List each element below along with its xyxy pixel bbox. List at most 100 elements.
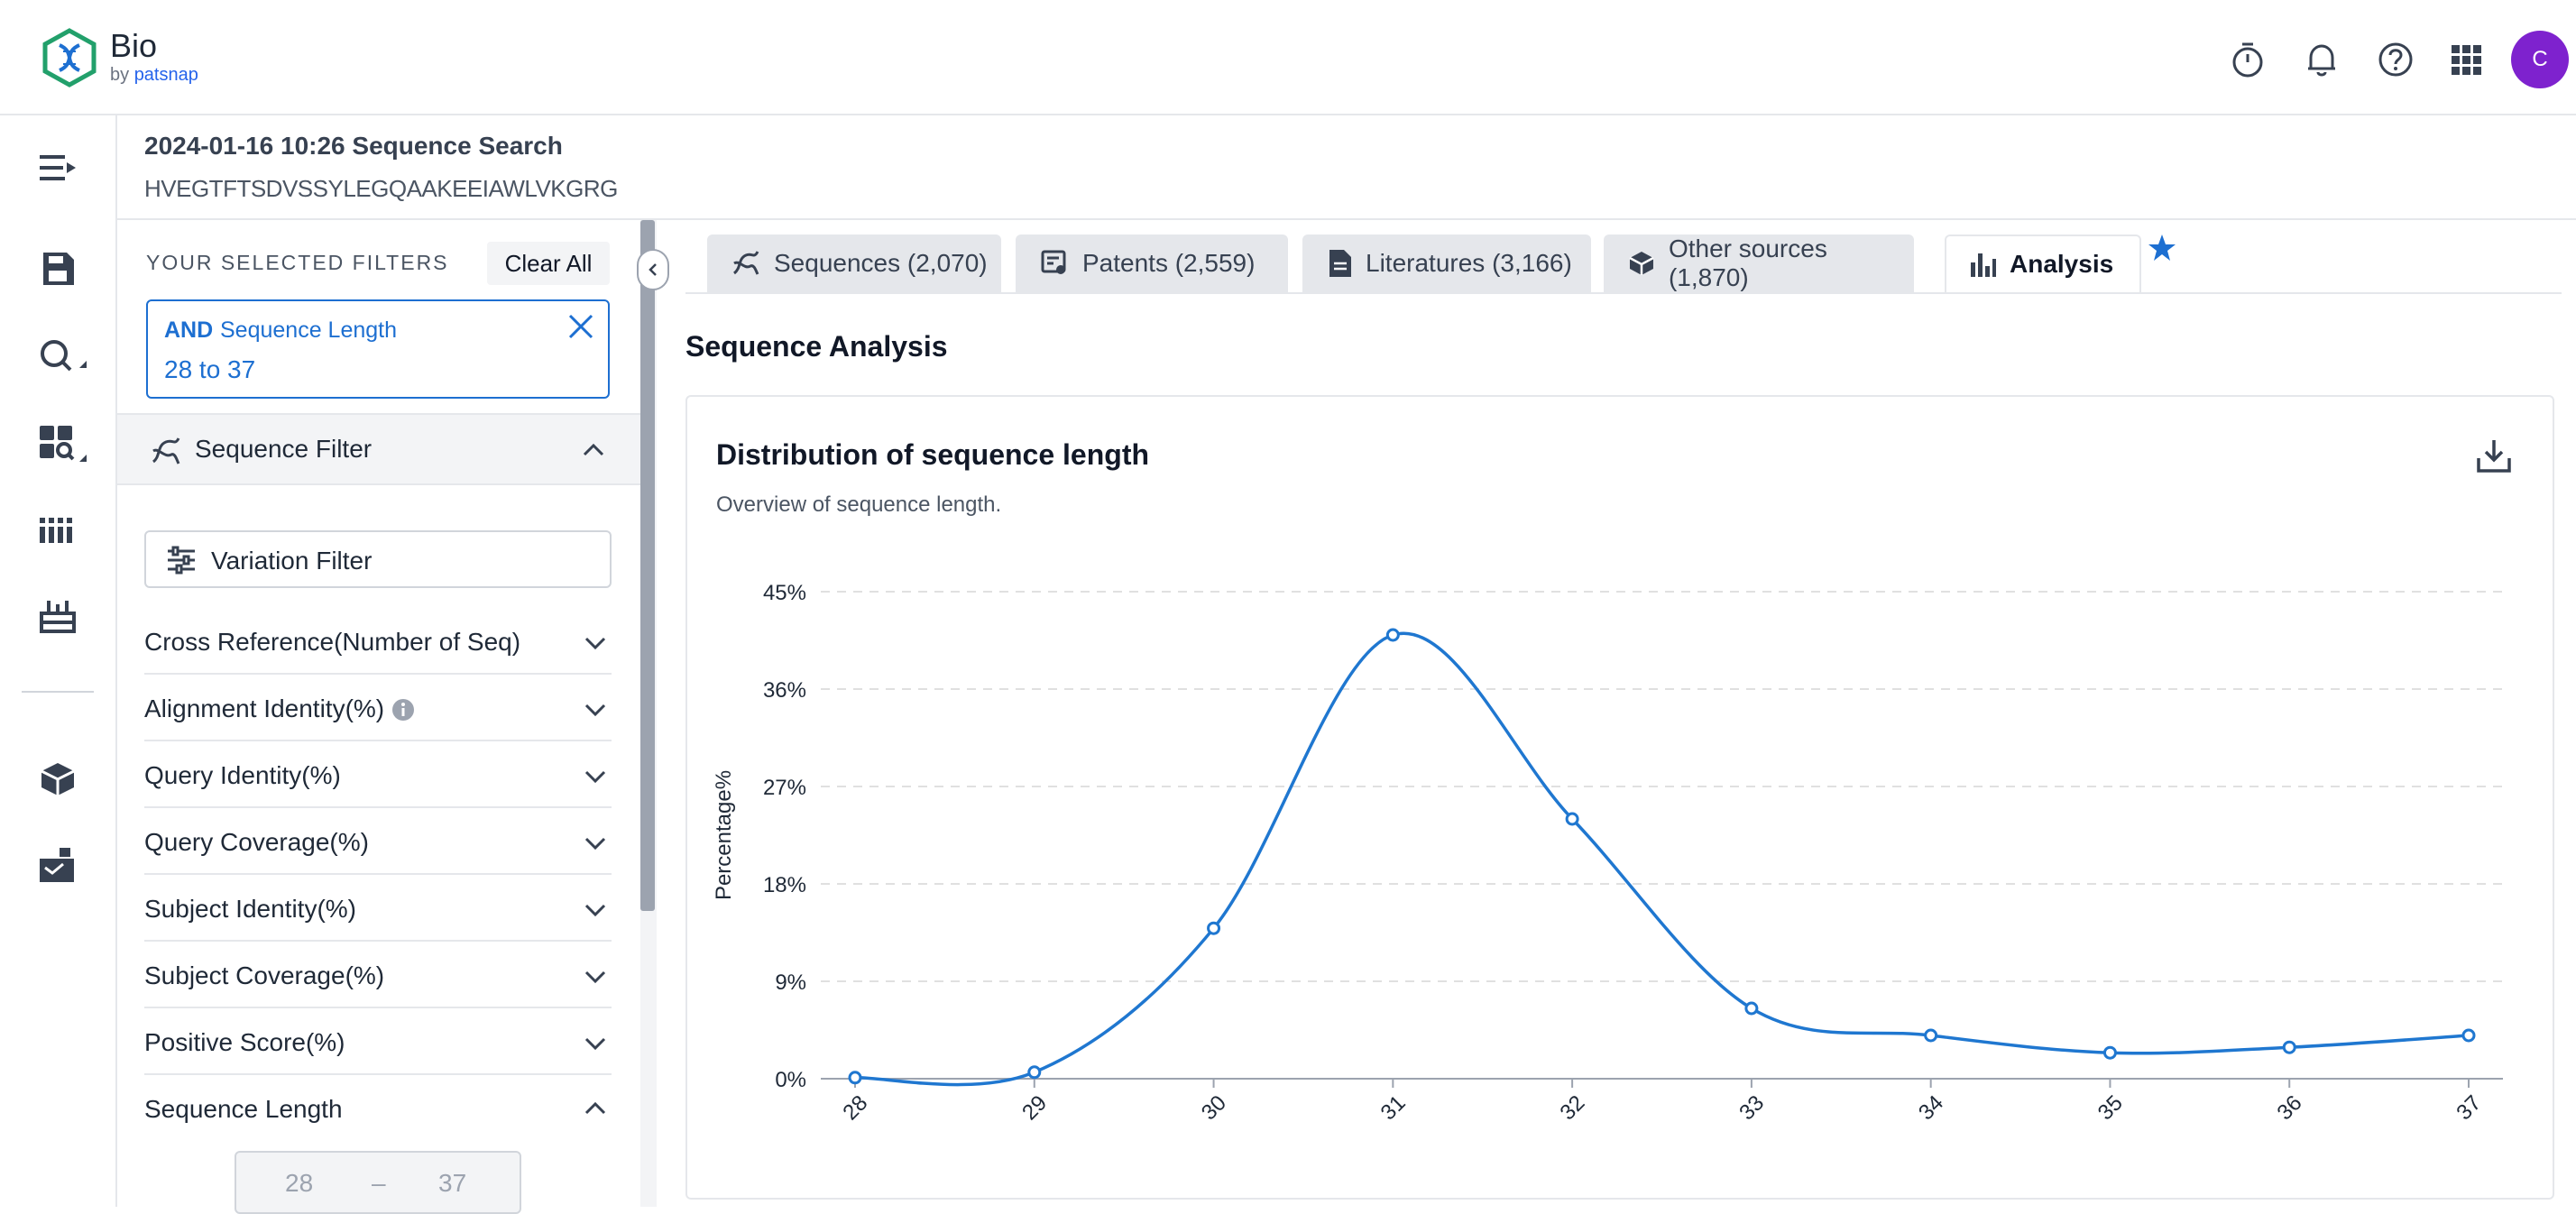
inbox-icon[interactable] — [36, 844, 79, 888]
timer-icon[interactable] — [2228, 40, 2268, 79]
facet-sequence-length[interactable]: Sequence Length — [144, 1075, 612, 1142]
tab-label: Sequences (2,070) — [774, 249, 988, 278]
tab-other-sources[interactable]: Other sources (1,870) — [1604, 235, 1914, 292]
y-tick-label: 0% — [775, 1068, 806, 1092]
close-icon[interactable] — [563, 308, 599, 345]
facet-positive-score[interactable]: Positive Score(%) — [144, 1008, 612, 1075]
chevron-down-icon[interactable] — [583, 897, 608, 922]
chevron-down-icon[interactable] — [583, 1030, 608, 1055]
dna-icon — [731, 248, 761, 279]
chip-value: 28 to 37 — [164, 355, 255, 384]
save-icon[interactable] — [36, 247, 79, 290]
help-icon[interactable] — [2376, 40, 2415, 79]
bar-chart-icon — [1968, 250, 1997, 279]
x-tick-label: 35 — [2093, 1090, 2128, 1125]
apps-grid-icon[interactable] — [2446, 40, 2486, 79]
x-tick-label: 28 — [838, 1090, 872, 1125]
active-filter-chip[interactable]: AND Sequence Length 28 to 37 — [146, 299, 610, 399]
patent-icon — [1039, 248, 1070, 279]
variation-filter-button[interactable]: Variation Filter — [144, 530, 612, 588]
brand-name: Bio — [110, 27, 157, 65]
data-point — [1746, 1003, 1757, 1014]
data-point — [1209, 923, 1219, 933]
download-icon[interactable] — [2475, 437, 2513, 474]
facet-label: Query Coverage(%) — [144, 828, 369, 857]
chevron-down-icon[interactable] — [583, 763, 608, 788]
tab-label: Patents (2,559) — [1082, 249, 1255, 278]
brand-byline: by patsnap — [110, 65, 198, 86]
range-separator: – — [372, 1169, 386, 1198]
tab-label: Literatures (3,166) — [1366, 249, 1572, 278]
chevron-down-icon[interactable] — [583, 963, 608, 989]
facet-subject-coverage[interactable]: Subject Coverage(%) — [144, 942, 612, 1008]
facet-alignment-identity[interactable]: Alignment Identity(%) — [144, 675, 612, 741]
sliders-icon — [166, 545, 197, 575]
brand-vendor: patsnap — [134, 65, 198, 85]
tabs-baseline — [685, 292, 2562, 294]
chevron-down-icon[interactable] — [583, 630, 608, 655]
facet-query-coverage[interactable]: Query Coverage(%) — [144, 808, 612, 875]
y-tick-label: 18% — [763, 873, 806, 897]
chevron-up-icon[interactable] — [581, 438, 606, 464]
tab-label: Analysis — [2010, 250, 2113, 279]
dashboard-icon[interactable] — [36, 422, 94, 465]
selected-filters-label: YOUR SELECTED FILTERS — [146, 251, 449, 275]
barcode-icon[interactable] — [36, 509, 79, 552]
data-point — [2284, 1042, 2295, 1053]
facet-subject-identity[interactable]: Subject Identity(%) — [144, 875, 612, 942]
x-tick-label: 32 — [1555, 1090, 1589, 1125]
brand-by-text: by — [110, 65, 129, 85]
range-max[interactable]: 37 — [438, 1169, 466, 1198]
tab-sequences[interactable]: Sequences (2,070) — [707, 235, 1001, 292]
rail-divider — [22, 691, 94, 693]
chart-subtitle: Overview of sequence length. — [716, 492, 1001, 518]
tab-literatures[interactable]: Literatures (3,166) — [1302, 235, 1591, 292]
facet-query-identity[interactable]: Query Identity(%) — [144, 741, 612, 808]
star-icon[interactable] — [2147, 233, 2177, 263]
data-point — [2104, 1047, 2115, 1058]
menu-expand-icon[interactable] — [36, 146, 79, 189]
facet-label: Subject Coverage(%) — [144, 961, 384, 990]
info-icon[interactable] — [391, 698, 415, 722]
facet-label: Cross Reference(Number of Seq) — [144, 628, 520, 657]
top-bar — [0, 0, 2576, 115]
analysis-title: Sequence Analysis — [685, 330, 948, 363]
sequence-length-chart: 0%9%18%27%36%45%28293031323334353637Perc… — [704, 550, 2525, 1145]
dna-icon — [148, 433, 184, 469]
facet-cross-reference[interactable]: Cross Reference(Number of Seq) — [144, 608, 612, 675]
sequence-filter-header[interactable]: Sequence Filter — [117, 413, 640, 485]
collapse-panel-button[interactable] — [637, 249, 669, 290]
tab-patents[interactable]: Patents (2,559) — [1016, 235, 1288, 292]
facet-label: Alignment Identity(%) — [144, 694, 384, 723]
tab-analysis[interactable]: Analysis — [1945, 235, 2141, 292]
clear-all-button[interactable]: Clear All — [487, 242, 610, 285]
bell-icon[interactable] — [2302, 40, 2341, 79]
facet-label: Sequence Length — [144, 1095, 343, 1124]
sequence-filter-label: Sequence Filter — [195, 435, 372, 464]
user-avatar[interactable]: C — [2511, 31, 2569, 88]
chevron-up-icon[interactable] — [583, 1097, 608, 1122]
sequence-length-range[interactable]: 28 – 37 — [235, 1151, 521, 1214]
variation-filter-label: Variation Filter — [211, 547, 372, 575]
data-point — [1926, 1030, 1937, 1041]
chevron-down-icon[interactable] — [583, 696, 608, 722]
y-axis-label: Percentage% — [712, 770, 736, 900]
cube-icon[interactable] — [36, 758, 79, 801]
chevron-left-icon — [645, 262, 661, 278]
y-tick-label: 27% — [763, 776, 806, 800]
chip-field: Sequence Length — [220, 317, 397, 344]
tab-label: Other sources (1,870) — [1669, 235, 1914, 292]
x-tick-label: 31 — [1376, 1090, 1411, 1125]
data-point — [2463, 1030, 2474, 1041]
facet-label: Positive Score(%) — [144, 1028, 345, 1057]
data-point — [850, 1072, 860, 1083]
x-tick-label: 34 — [1914, 1090, 1948, 1125]
data-point — [1387, 630, 1398, 640]
range-min[interactable]: 28 — [285, 1169, 313, 1198]
chevron-down-icon[interactable] — [583, 830, 608, 855]
bio-logo-icon[interactable] — [40, 27, 99, 88]
search-icon[interactable] — [36, 336, 94, 379]
filter-scrollbar-thumb[interactable] — [640, 220, 655, 911]
document-icon — [1326, 248, 1353, 279]
toolbox-icon[interactable] — [36, 595, 79, 639]
